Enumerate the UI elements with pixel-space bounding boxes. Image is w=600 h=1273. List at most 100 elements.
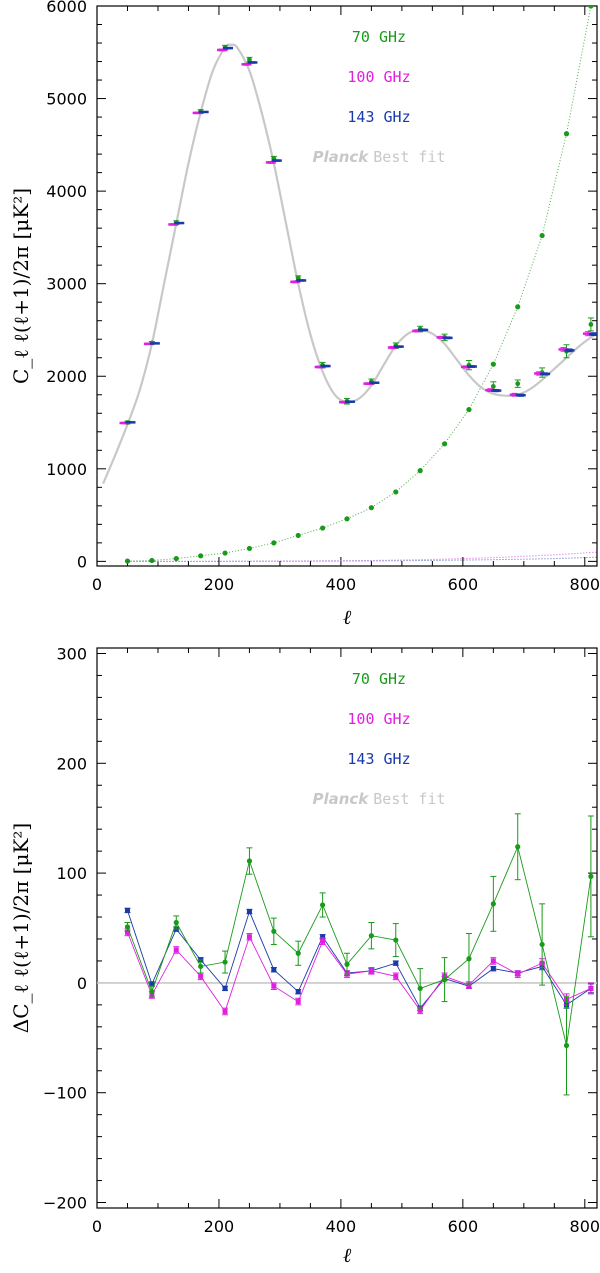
bottom-x-tick-label: 600 bbox=[448, 1217, 479, 1236]
residual-line-100ghz bbox=[127, 932, 592, 1013]
bottom-x-tick-label: 200 bbox=[204, 1217, 235, 1236]
residual-point-100ghz bbox=[490, 958, 496, 964]
bottom-legend-143ghz: 143 GHz bbox=[347, 750, 410, 768]
residual-point-143ghz bbox=[246, 909, 252, 915]
noise-point-70ghz bbox=[539, 232, 545, 239]
residual-point-70ghz bbox=[588, 873, 594, 879]
residual-point-70ghz bbox=[563, 1042, 570, 1049]
residual-point-100ghz bbox=[246, 934, 252, 940]
residual-point-100ghz bbox=[368, 968, 374, 974]
noise-point-70ghz bbox=[222, 550, 228, 556]
residual-point-100ghz bbox=[198, 973, 204, 979]
top-plot-frame bbox=[96, 5, 598, 567]
top-legend-70ghz: 70 GHz bbox=[352, 28, 406, 46]
bottom-y-axis-label: ΔC_ℓ ℓ(ℓ+1)/2π [μK²] bbox=[9, 823, 33, 1033]
top-legend-best-fit: Planck Best fit bbox=[312, 148, 445, 166]
residual-point-100ghz bbox=[222, 1008, 228, 1014]
noise-point-70ghz bbox=[588, 6, 594, 9]
top-x-tick-label: 800 bbox=[570, 575, 600, 594]
residual-point-143ghz bbox=[149, 981, 155, 987]
noise-point-70ghz bbox=[295, 532, 301, 539]
bottom-legend-100ghz: 100 GHz bbox=[347, 710, 410, 728]
noise-point-70ghz bbox=[563, 131, 570, 137]
residual-point-70ghz bbox=[271, 928, 277, 934]
bottom-plot-frame bbox=[96, 647, 598, 1209]
residual-point-70ghz bbox=[515, 844, 521, 850]
noise-point-70ghz bbox=[149, 557, 155, 564]
noise-point-70ghz bbox=[368, 505, 374, 511]
top-x-tick-label: 600 bbox=[448, 575, 479, 594]
top-y-tick-label: 4000 bbox=[46, 182, 87, 201]
residual-point-143ghz bbox=[393, 960, 399, 966]
residual-point-100ghz bbox=[588, 985, 594, 991]
top-plot-area bbox=[102, 6, 597, 564]
noise-point-70ghz bbox=[271, 540, 277, 546]
residual-point-100ghz bbox=[393, 973, 399, 979]
noise-point-70ghz bbox=[490, 361, 496, 367]
residual-point-70ghz bbox=[149, 989, 155, 995]
top-y-tick-label: 1000 bbox=[46, 460, 87, 479]
residual-point-100ghz bbox=[271, 983, 277, 989]
noise-point-70ghz bbox=[320, 525, 326, 531]
residual-point-70ghz bbox=[124, 924, 131, 930]
residual-point-143ghz bbox=[320, 934, 326, 940]
residual-point-70ghz bbox=[246, 858, 253, 864]
top-y-tick-label: 3000 bbox=[46, 275, 87, 294]
noise-point-70ghz bbox=[515, 304, 521, 310]
noise-point-70ghz bbox=[173, 555, 179, 562]
legend-planck-label: Planck bbox=[312, 148, 369, 166]
top-x-tick-label: 400 bbox=[326, 575, 357, 594]
data-point-70ghz bbox=[247, 57, 252, 63]
residual-point-70ghz bbox=[344, 961, 350, 967]
bottom-legend-70ghz: 70 GHz bbox=[352, 670, 406, 688]
legend-best-fit-label: Best fit bbox=[373, 148, 445, 166]
residual-point-70ghz bbox=[198, 963, 204, 970]
data-point-70ghz bbox=[588, 322, 594, 327]
residual-point-100ghz bbox=[173, 947, 179, 953]
noise-point-70ghz bbox=[344, 516, 350, 522]
top-y-tick-label: 0 bbox=[77, 552, 87, 571]
bottom-y-tick-label: −200 bbox=[43, 1194, 87, 1213]
bottom-legend-best-fit: Planck Best fit bbox=[312, 790, 445, 808]
top-y-axis-label: C_ℓ ℓ(ℓ+1)/2π [μK²] bbox=[9, 188, 33, 384]
bottom-y-tick-label: 200 bbox=[56, 754, 87, 773]
residual-point-70ghz bbox=[173, 919, 179, 926]
residual-point-70ghz bbox=[295, 950, 301, 956]
bottom-x-axis-label: ℓ bbox=[343, 1243, 352, 1267]
residual-line-70ghz bbox=[127, 845, 592, 1046]
bottom-x-tick-label: 800 bbox=[570, 1217, 600, 1236]
top-y-tick-label: 5000 bbox=[46, 90, 87, 109]
bottom-plot-area bbox=[97, 813, 597, 1096]
noise-point-70ghz bbox=[198, 553, 204, 559]
residual-point-70ghz bbox=[466, 956, 472, 962]
data-point-70ghz bbox=[490, 384, 496, 389]
bottom-y-tick-label: −100 bbox=[43, 1084, 87, 1103]
noise-curve bbox=[127, 6, 592, 562]
residual-point-100ghz bbox=[466, 982, 472, 988]
residual-point-70ghz bbox=[320, 902, 326, 908]
top-y-tick-label: 6000 bbox=[46, 0, 87, 16]
residual-point-100ghz bbox=[515, 971, 521, 977]
noise-point-70ghz bbox=[393, 489, 399, 495]
top-panel-spectrum: 0 200 400 600 800 0 1000 2000 3000 4000 5000 6000 ℓ C… bbox=[9, 0, 600, 629]
residual-point-143ghz bbox=[222, 985, 228, 991]
bottom-y-tick-label: 0 bbox=[77, 974, 87, 993]
legend-planck-label: Planck bbox=[312, 790, 369, 808]
residual-point-143ghz bbox=[124, 907, 130, 913]
top-legend-100ghz: 100 GHz bbox=[347, 68, 410, 86]
top-legend-143ghz: 143 GHz bbox=[347, 108, 410, 126]
residual-point-70ghz bbox=[441, 977, 448, 983]
top-x-tick-label: 200 bbox=[204, 575, 235, 594]
bottom-x-tick-label: 400 bbox=[326, 1217, 357, 1236]
residual-point-100ghz bbox=[417, 1007, 423, 1013]
residual-point-143ghz bbox=[490, 966, 496, 972]
residual-point-70ghz bbox=[539, 941, 545, 948]
residual-point-70ghz bbox=[417, 985, 423, 991]
noise-point-70ghz bbox=[441, 441, 448, 447]
noise-point-70ghz bbox=[466, 406, 472, 413]
noise-curve bbox=[127, 551, 597, 562]
bottom-y-tick-label: 100 bbox=[56, 864, 87, 883]
bottom-x-tick-label: 0 bbox=[92, 1217, 102, 1236]
residual-point-143ghz bbox=[295, 989, 301, 995]
noise-point-70ghz bbox=[417, 468, 423, 474]
